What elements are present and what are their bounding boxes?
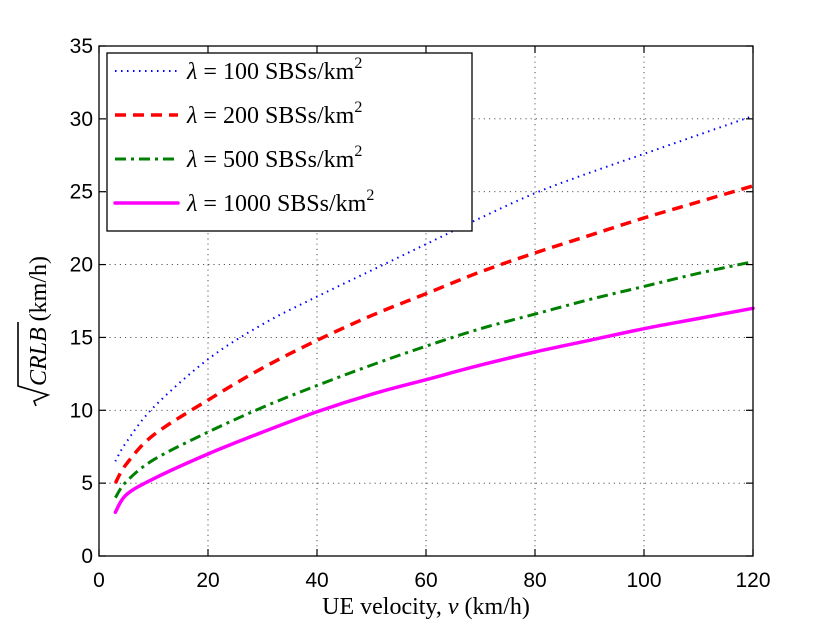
y-tick-label: 20 [70, 254, 93, 277]
legend-label-200: λ = 200 SBSs/km2 [186, 99, 362, 129]
series-line-100 [114, 114, 754, 462]
y-tick-label: 5 [81, 472, 93, 495]
legend-label-1000: λ = 1000 SBSs/km2 [186, 187, 374, 217]
y-tick-label: 10 [70, 399, 93, 422]
y-axis-var: CRLB [26, 327, 52, 386]
grid [99, 46, 753, 556]
y-axis-unit: (km/h) [26, 256, 52, 327]
y-tick-label: 30 [70, 108, 93, 131]
ticks [98, 45, 754, 557]
x-tick-label: 80 [523, 569, 546, 592]
svg-text:CRLB (km/h): CRLB (km/h) [26, 256, 52, 386]
legend: λ = 100 SBSs/km2 λ = 200 SBSs/km2 λ = 500 … [106, 52, 473, 232]
x-tick-label: 100 [626, 569, 661, 592]
series-line-500 [114, 260, 754, 499]
tick-labels: 0 20 40 60 80 100 120 0 5 10 15 20 25 30 35 [70, 35, 771, 592]
y-tick-label: 25 [70, 181, 93, 204]
legend-box [106, 52, 473, 232]
x-tick-label: 40 [305, 569, 328, 592]
legend-label-100: λ = 100 SBSs/km2 [186, 55, 362, 85]
y-tick-label: 15 [70, 326, 93, 349]
series-line-1000 [113, 306, 755, 515]
series-layer [113, 114, 755, 515]
x-tick-label: 120 [735, 569, 770, 592]
x-tick-label: 0 [93, 569, 105, 592]
series-line-200 [113, 184, 754, 485]
y-tick-label: 35 [70, 35, 93, 58]
x-axis-label: UE velocity, v (km/h) [322, 594, 530, 620]
legend-label-500: λ = 500 SBSs/km2 [186, 143, 362, 173]
y-axis-label: CRLB (km/h) [17, 256, 52, 407]
sqrt-sign-icon [17, 322, 51, 407]
y-tick-label: 0 [81, 545, 93, 568]
x-tick-label: 20 [196, 569, 219, 592]
x-tick-label: 60 [414, 569, 437, 592]
